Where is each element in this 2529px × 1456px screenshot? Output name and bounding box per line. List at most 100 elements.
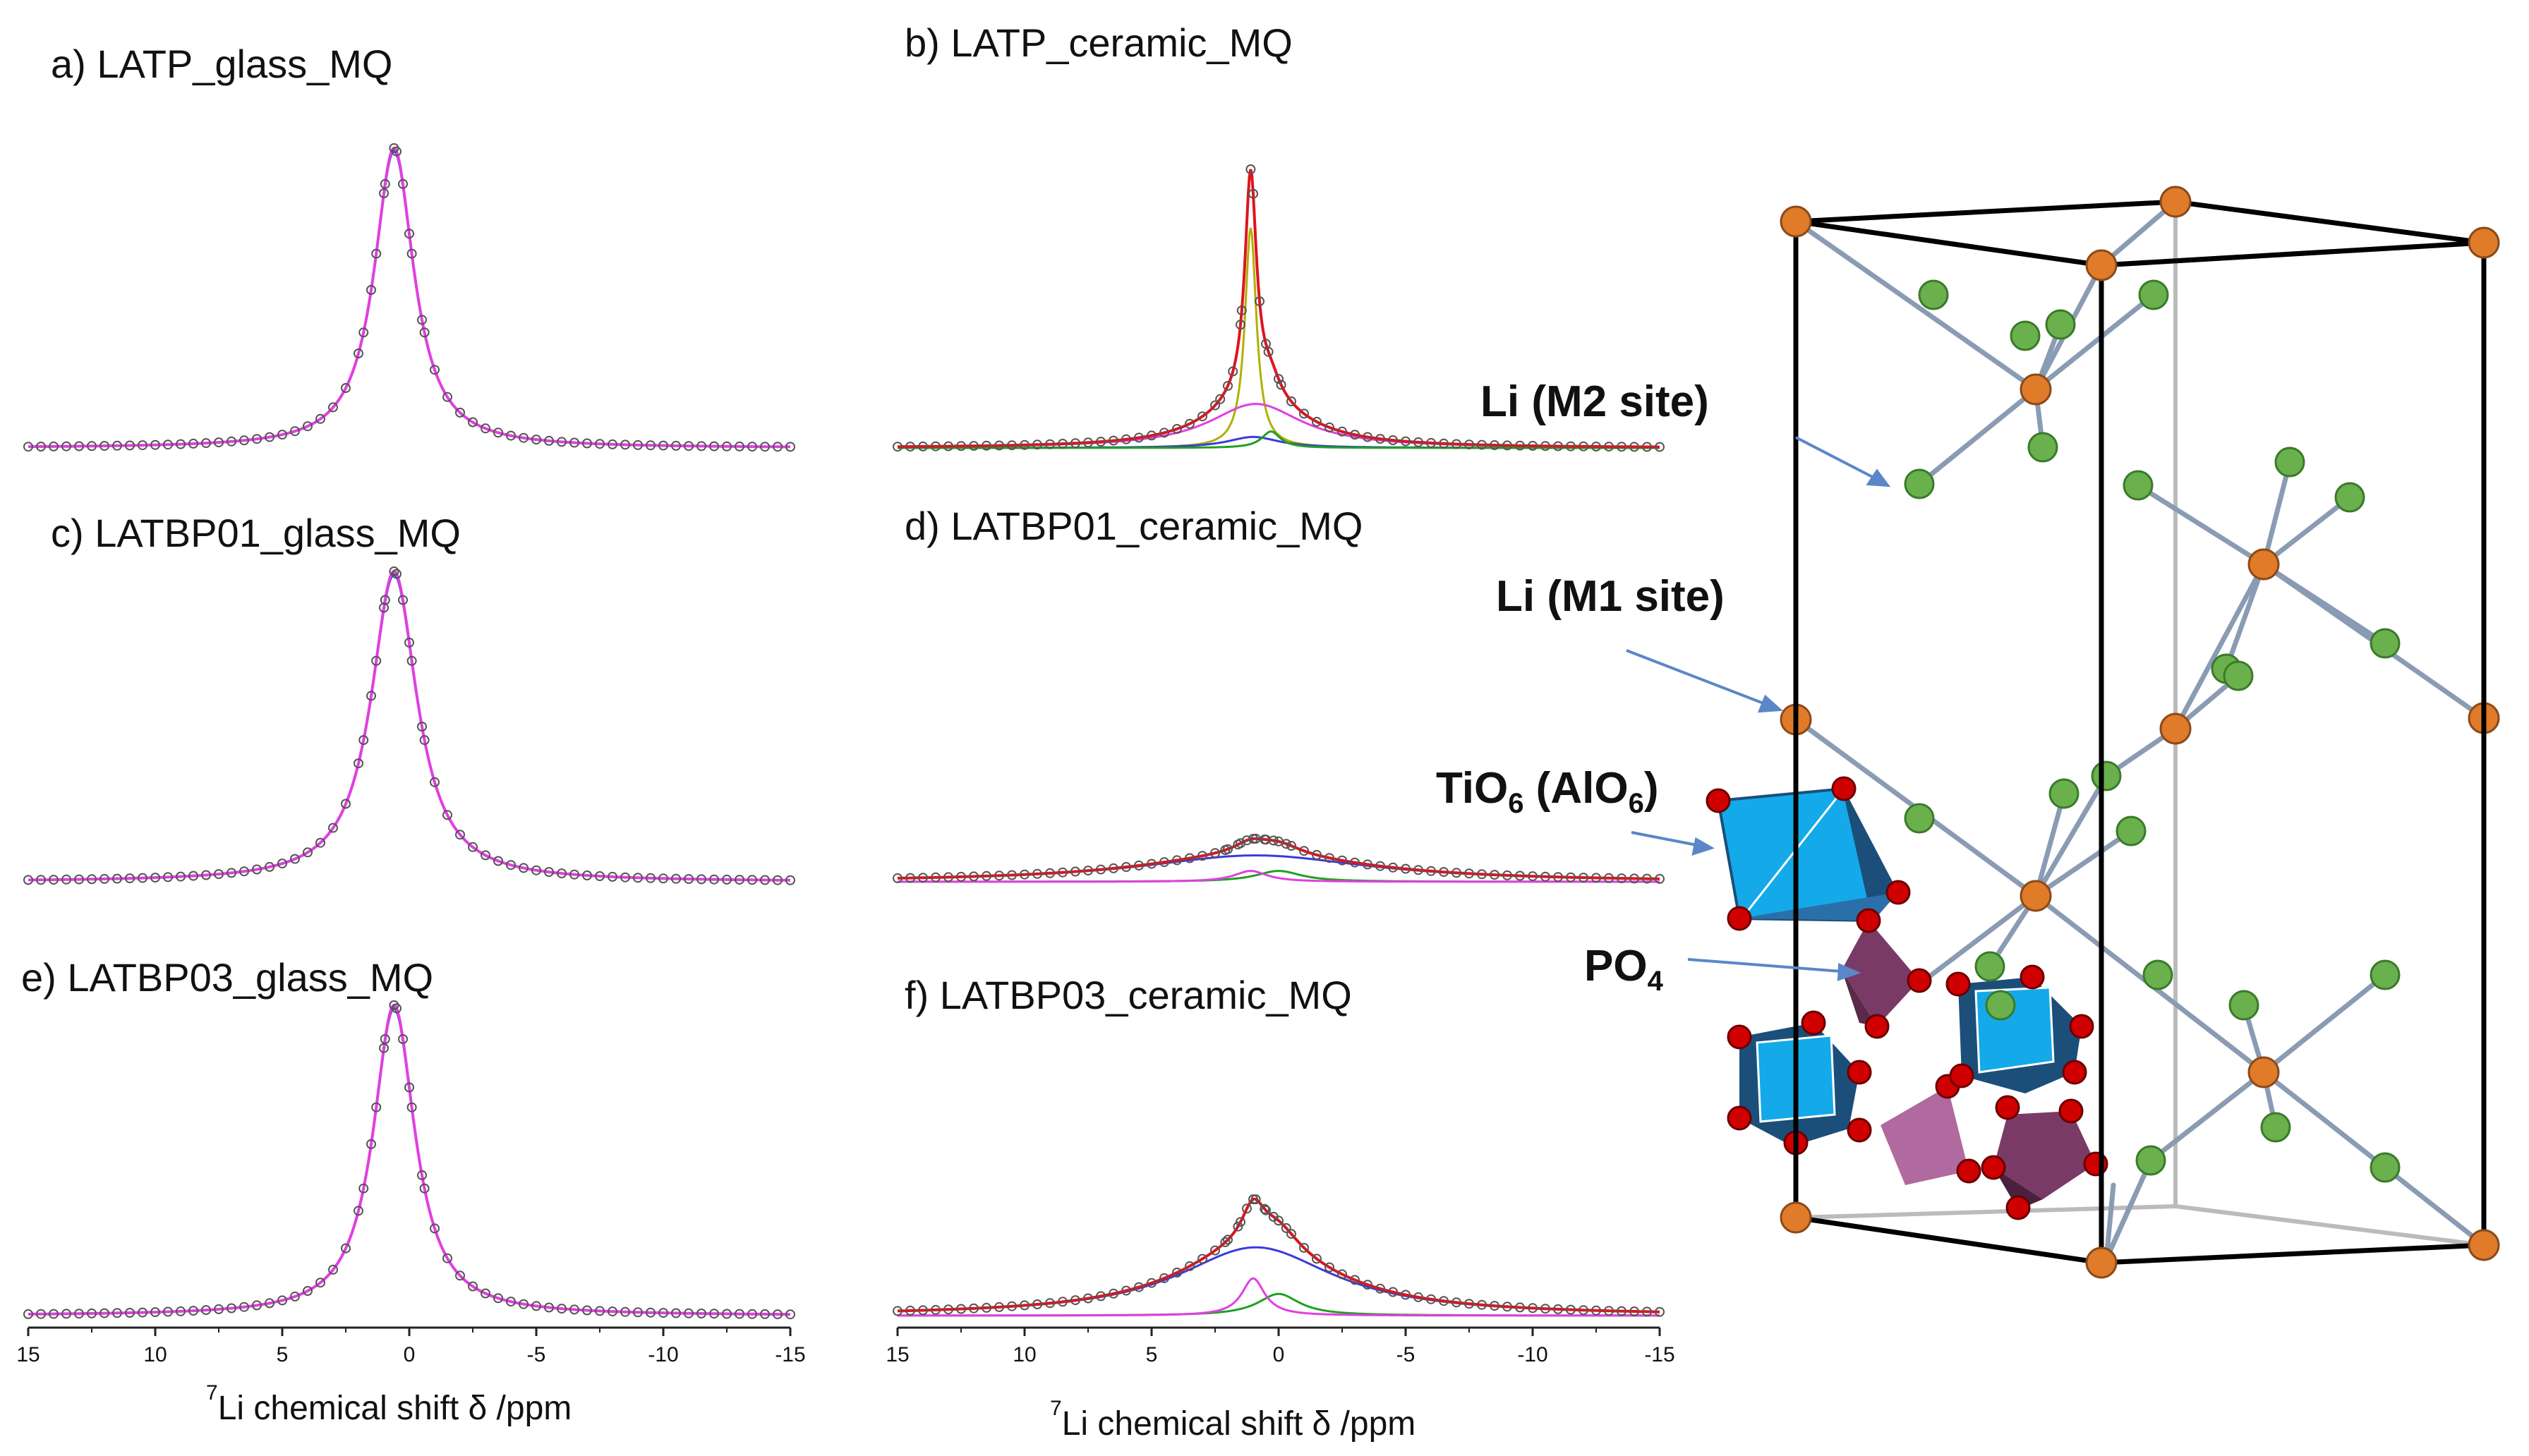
annotation-arrows — [1626, 436, 1891, 981]
spectrum-f-data-point — [1159, 1273, 1169, 1283]
spectrum-d-data-point — [943, 872, 953, 882]
spectrum-e-data-point — [519, 1299, 529, 1309]
spectrum-b-data-point — [1223, 381, 1233, 391]
spectrum-d-data-point — [1401, 863, 1411, 874]
spectrum-c-data-point — [366, 691, 376, 701]
spectrum-c-data-point — [785, 875, 795, 885]
spectrum-f-data-point — [1477, 1299, 1487, 1310]
spectrum-c-data-point — [23, 875, 33, 885]
spectrum-a-data-point — [150, 439, 160, 450]
spectrum-f-data-point — [1388, 1287, 1398, 1297]
spectrum-f-data-point — [1134, 1282, 1144, 1292]
spectrum-c-data-point — [341, 799, 351, 809]
spectrum-a-component-2 — [28, 150, 790, 448]
x-axis-right: 15 10 5 0 -5 -10 -15 — [886, 1326, 1675, 1366]
spectrum-d-data-point — [1281, 839, 1291, 849]
x-axis-title-left-main: Li chemical shift δ /ppm — [218, 1390, 572, 1427]
spectrum-f-data-point — [1007, 1301, 1017, 1311]
spectrum-a-data-point — [366, 285, 376, 295]
spectrum-a-data-point — [595, 439, 605, 449]
spectrum-d-data-point — [918, 873, 928, 883]
spectrum-c-data-point — [608, 871, 617, 882]
spectrum-a-data-point — [646, 440, 656, 451]
spectrum-b-data-point — [1255, 296, 1264, 307]
spectrum-e-data-point — [61, 1309, 71, 1319]
spectrum-e-data-point — [722, 1309, 732, 1319]
spectrum-e-data-point — [163, 1306, 173, 1317]
spectrum-d-data-point — [1020, 869, 1030, 880]
spectrum-b-data-point — [1401, 436, 1411, 447]
spectrum-e-data-point — [419, 1183, 430, 1194]
x-axis-left-tick-label: 0 — [404, 1343, 416, 1366]
spectrum-b-data-point — [1566, 441, 1576, 451]
spectrum-d-data-point — [1515, 870, 1525, 881]
spectrum-a-data-point — [315, 413, 325, 424]
spectrum-e-data-point — [404, 1082, 414, 1093]
spectrum-c-data-point — [468, 842, 478, 852]
spectrum-d-data-point — [931, 872, 941, 882]
spectrum-b-data-point — [1109, 435, 1118, 446]
spectrum-b-data-point — [918, 441, 928, 451]
x-axis-right-tick-label: 0 — [1273, 1343, 1285, 1366]
spectrum-d-data-point — [1388, 862, 1398, 873]
spectrum-d-data-point — [1185, 853, 1195, 863]
spectrum-c-data-point — [201, 870, 211, 880]
spectrum-b-data-point — [956, 441, 966, 451]
spectrum-d-data-point — [1464, 868, 1474, 879]
spectrum-e-data-point — [214, 1304, 224, 1314]
spectrum-c-data-point — [419, 735, 430, 746]
spectrum-a-data-point — [608, 439, 617, 449]
spectrum-d-data-point — [956, 871, 966, 882]
spectrum-a-data-point — [417, 315, 427, 325]
spectrum-a-data-point — [582, 438, 592, 449]
spectrum-d-data-point — [1197, 851, 1207, 861]
spectrum-f-data-point — [1286, 1229, 1296, 1239]
spectrum-d-data-point — [1566, 872, 1576, 882]
spectrum-b-data-point — [982, 440, 991, 451]
spectrum-d-data-point — [1172, 855, 1182, 866]
spectrum-e-data-point — [74, 1309, 84, 1319]
spectrum-a-data-point — [620, 439, 630, 450]
spectrum-e-data-point — [265, 1298, 274, 1309]
spectrum-a-data-point — [188, 438, 198, 449]
spectrum-e-data-point — [735, 1309, 744, 1319]
spectrum-e-data-point — [303, 1286, 313, 1296]
spectrum-d-data-point — [1299, 846, 1309, 856]
panel-b-title: b) LATP_ceramic_MQ — [905, 20, 1293, 65]
spectrum-d-data-point — [1147, 859, 1157, 869]
spectrum-c-data-point — [265, 861, 274, 872]
spectrum-e-data-point — [49, 1309, 59, 1319]
spectrum-c-data-point — [633, 873, 643, 883]
spectrum-e-data-point — [595, 1306, 605, 1316]
spectrum-e-data-point — [557, 1304, 567, 1314]
spectrum-f-data-point — [1045, 1298, 1055, 1309]
spectrum-c-data-point — [747, 875, 757, 885]
spectrum-b-data-point — [1121, 434, 1131, 444]
spectrum-a-data-point — [709, 441, 719, 451]
spectrum-b-data-point — [1070, 438, 1080, 449]
spectrum-f-data-point — [1096, 1291, 1106, 1302]
spectrum-d-data-point — [1032, 868, 1042, 879]
spectrum-b-data-point — [943, 441, 953, 451]
spectrum-c-data-point — [150, 873, 160, 883]
spectrum-e-data-point — [138, 1307, 147, 1318]
spectrum-c-data-point — [722, 874, 732, 885]
label-alo6-open: (AlO — [1523, 764, 1628, 813]
spectrum-e-component-1 — [28, 1004, 790, 1316]
spectrum-e-data-point — [760, 1309, 770, 1319]
spectrum-a-data-point — [371, 248, 382, 259]
x-axis-right-tick-label: -10 — [1517, 1343, 1547, 1366]
spectrum-d-data-point — [1070, 866, 1080, 877]
spectrum-a-data-point — [358, 327, 369, 338]
spectrum-f-data-point — [1642, 1306, 1652, 1317]
spectrum-e-data-point — [646, 1307, 656, 1318]
spectrum-e-data-point — [709, 1309, 719, 1319]
spectrum-plot-e — [23, 1000, 795, 1320]
x-axis-left-tick-label: -5 — [527, 1343, 546, 1366]
po4-tetrahedron-middle — [1881, 1086, 1969, 1185]
spectrum-a-data-point — [633, 439, 643, 450]
spectrum-e-data-point — [506, 1297, 516, 1307]
spectrum-e-data-point — [125, 1308, 135, 1318]
spectrum-c-data-point — [506, 860, 516, 870]
spectrum-d-total-fit — [898, 837, 1660, 880]
